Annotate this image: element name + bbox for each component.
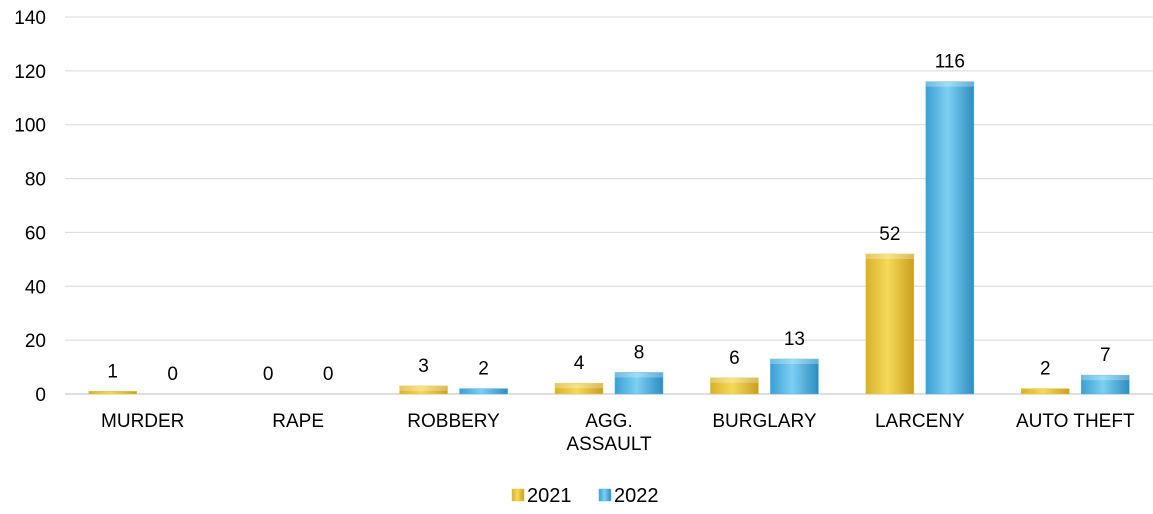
bar-2021 xyxy=(1021,388,1070,395)
bar-highlight xyxy=(710,377,759,383)
bar-highlight xyxy=(615,372,663,378)
bar-2022 xyxy=(614,372,664,395)
data-label: 0 xyxy=(263,364,274,385)
bar-highlight xyxy=(770,358,819,364)
data-label: 116 xyxy=(935,52,965,73)
legend-swatch-2022 xyxy=(598,488,612,502)
data-label: 52 xyxy=(879,224,900,245)
data-label: 2 xyxy=(478,359,489,380)
y-tick-label: 20 xyxy=(25,331,46,352)
data-label: 3 xyxy=(418,356,429,377)
legend: 2021 2022 xyxy=(511,485,659,507)
bar-2021 xyxy=(88,391,137,395)
bar-highlight xyxy=(555,383,603,389)
bar-2021 xyxy=(710,377,759,395)
data-label: 2 xyxy=(1040,359,1051,380)
legend-swatch-2021 xyxy=(511,488,525,502)
x-tick-label: BURGLARY xyxy=(712,411,817,432)
y-tick-label: 140 xyxy=(14,8,46,29)
data-label: 8 xyxy=(634,342,645,363)
data-label: 0 xyxy=(167,364,178,385)
bar-2022 xyxy=(1081,374,1130,395)
bar-2021 xyxy=(554,382,604,395)
x-tick-label: AGG. ASSAULT xyxy=(566,411,652,455)
data-label: 6 xyxy=(729,348,740,369)
bar-highlight xyxy=(925,81,974,87)
y-tick-label: 40 xyxy=(25,277,46,298)
data-label: 1 xyxy=(107,361,118,382)
y-tick-label: 120 xyxy=(14,62,46,83)
bars xyxy=(88,81,1130,395)
y-tick-label: 0 xyxy=(35,385,46,406)
data-label: 4 xyxy=(574,353,585,374)
legend-label-2021: 2021 xyxy=(527,485,572,507)
y-tick-label: 100 xyxy=(14,116,46,137)
x-tick-label: MURDER xyxy=(101,411,184,432)
gridlines xyxy=(65,16,1153,395)
data-label: 13 xyxy=(784,329,805,350)
bar-highlight xyxy=(1081,375,1130,381)
data-labels: 1 0 0 0 3 2 4 8 6 13 52 116 2 7 xyxy=(107,52,1110,385)
bar-highlight xyxy=(865,253,914,259)
bar-2021 xyxy=(865,253,915,395)
data-label: 7 xyxy=(1100,345,1111,366)
x-tick-label: ROBBERY xyxy=(407,411,500,432)
bar-2022 xyxy=(459,388,508,395)
x-tick-label: LARCENY xyxy=(875,411,965,432)
bar-2022 xyxy=(770,358,819,395)
data-label: 0 xyxy=(323,364,334,385)
bar-highlight xyxy=(399,385,448,391)
y-axis: 0 20 40 60 80 100 120 140 xyxy=(14,8,46,406)
x-axis: MURDER RAPE ROBBERY AGG. ASSAULT BURGLARY LARC… xyxy=(101,411,1135,455)
bar-2022 xyxy=(925,81,975,395)
x-tick-label: RAPE xyxy=(272,411,324,432)
x-tick-label: AUTO THEFT xyxy=(1016,411,1135,432)
y-tick-label: 60 xyxy=(25,223,46,244)
bar-2021 xyxy=(399,385,448,395)
y-tick-label: 80 xyxy=(25,170,46,191)
legend-label-2022: 2022 xyxy=(614,485,659,507)
